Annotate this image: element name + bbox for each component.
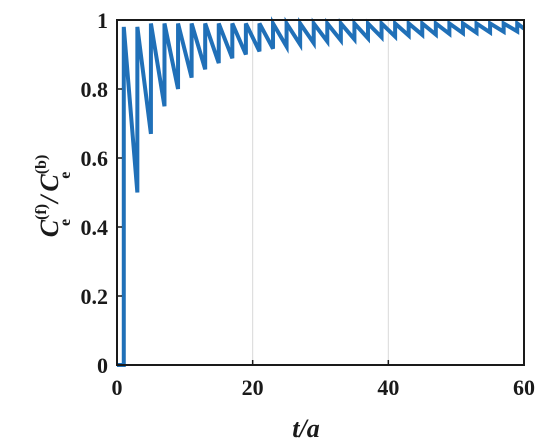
y-tick-label: 0.4 bbox=[81, 215, 109, 240]
y-tick-label: 0 bbox=[97, 353, 108, 378]
series-line bbox=[117, 16, 526, 367]
y-tick-label: 0.8 bbox=[81, 77, 109, 102]
y-axis-label-numerator-sub: e bbox=[57, 219, 74, 226]
x-tick-label: 40 bbox=[377, 375, 399, 400]
y-axis-label-numerator-sup: (f) bbox=[33, 204, 50, 220]
x-axis-tick-labels: 0 20 40 60 bbox=[112, 375, 536, 400]
y-tick-label: 1 bbox=[97, 8, 108, 33]
svg-text:C(f)e/C(b)e: C(f)e/C(b)e bbox=[33, 155, 74, 238]
plot-frame bbox=[116, 19, 525, 366]
y-axis-ticks bbox=[117, 19, 122, 366]
x-axis-label: t/a bbox=[292, 414, 319, 443]
y-axis-label-slash: / bbox=[35, 193, 64, 205]
y-axis-label-denominator: C bbox=[35, 174, 64, 192]
x-tick-label: 0 bbox=[112, 375, 123, 400]
x-tick-label: 60 bbox=[513, 375, 535, 400]
y-axis-label-denominator-sub: e bbox=[57, 172, 74, 179]
y-tick-label: 0.6 bbox=[81, 146, 109, 171]
x-axis-ticks bbox=[116, 360, 525, 365]
grid-lines bbox=[252, 20, 389, 365]
y-axis-label-denominator-sup: (b) bbox=[33, 155, 50, 175]
x-tick-label: 20 bbox=[242, 375, 264, 400]
y-axis-label-numerator: C bbox=[35, 219, 64, 237]
y-axis-label: C(f)e/C(b)e bbox=[33, 155, 74, 238]
y-tick-label: 0.2 bbox=[81, 284, 109, 309]
y-axis-tick-labels: 0 0.2 0.4 0.6 0.8 1 bbox=[81, 8, 109, 378]
